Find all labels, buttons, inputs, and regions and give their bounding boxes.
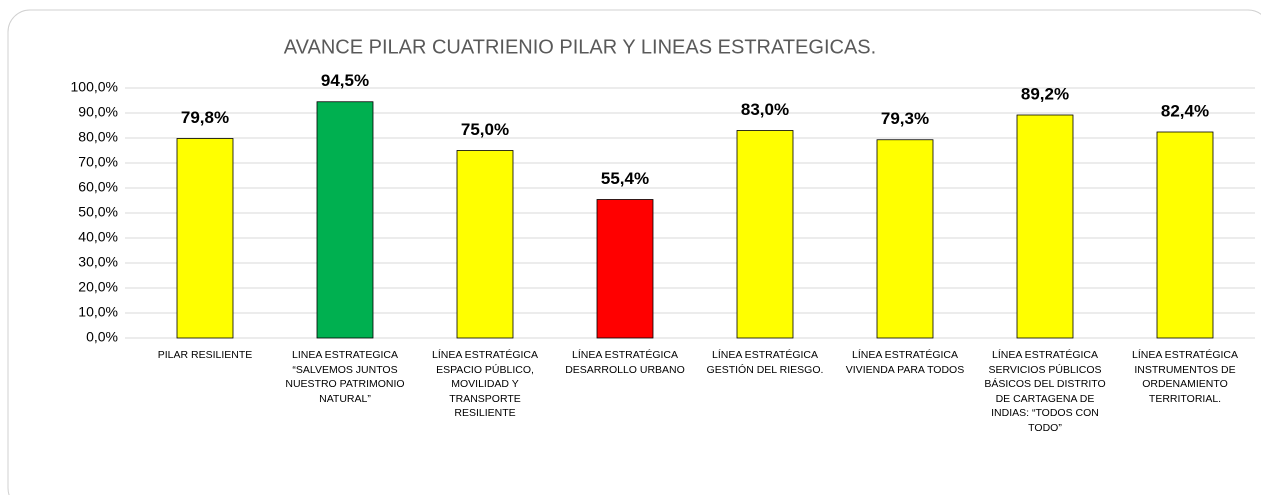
data-label: 79,8% xyxy=(181,108,229,127)
y-tick-label: 30,0% xyxy=(78,254,118,270)
x-tick-label: LÍNEA ESTRATÉGICA INSTRUMENTOS DE ORDENA… xyxy=(1132,349,1238,405)
y-tick-label: 60,0% xyxy=(78,179,118,195)
x-tick-label: LÍNEA ESTRATÉGICA VIVIENDA PARA TODOS xyxy=(845,349,965,376)
y-tick-label: 40,0% xyxy=(78,229,118,245)
y-tick-label: 70,0% xyxy=(78,154,118,170)
data-label: 79,3% xyxy=(881,109,929,128)
bar xyxy=(456,150,514,339)
y-tick-label: 80,0% xyxy=(78,129,118,145)
data-label: 82,4% xyxy=(1161,101,1209,120)
data-label: 75,0% xyxy=(461,120,509,139)
data-label: 55,4% xyxy=(601,169,649,188)
data-label: 94,5% xyxy=(321,71,369,90)
y-tick-label: 0,0% xyxy=(86,329,118,345)
y-tick-label: 50,0% xyxy=(78,204,118,220)
bar xyxy=(1016,114,1074,339)
x-tick-label: LÍNEA ESTRATÉGICA DESARROLLO URBANO xyxy=(565,349,685,376)
bar xyxy=(316,101,374,339)
bar xyxy=(736,130,794,339)
bar xyxy=(176,138,234,339)
data-label: 83,0% xyxy=(741,100,789,119)
x-tick-label: PILAR RESILIENTE xyxy=(157,349,253,361)
y-tick-label: 100,0% xyxy=(71,79,118,95)
y-tick-label: 20,0% xyxy=(78,279,118,295)
bar xyxy=(876,139,934,339)
x-tick-label: LÍNEA ESTRATÉGICA GESTIÓN DEL RIESGO. xyxy=(706,349,824,376)
y-tick-label: 10,0% xyxy=(78,304,118,320)
x-tick-label: LINEA ESTRATEGICA “SALVEMOS JUNTOS NUEST… xyxy=(285,349,405,405)
x-tick-label: LÍNEA ESTRATÉGICA SERVICIOS PÚBLICOS BÁS… xyxy=(984,349,1106,434)
frame xyxy=(7,9,1261,495)
bar xyxy=(596,199,654,339)
data-label: 89,2% xyxy=(1021,84,1069,103)
y-tick-label: 90,0% xyxy=(78,104,118,120)
bar xyxy=(1156,131,1214,339)
chart-title: AVANCE PILAR CUATRIENIO PILAR Y LINEAS E… xyxy=(284,36,876,58)
x-tick-label: LÍNEA ESTRATÉGICA ESPACIO PÚBLICO, MOVIL… xyxy=(432,349,538,419)
